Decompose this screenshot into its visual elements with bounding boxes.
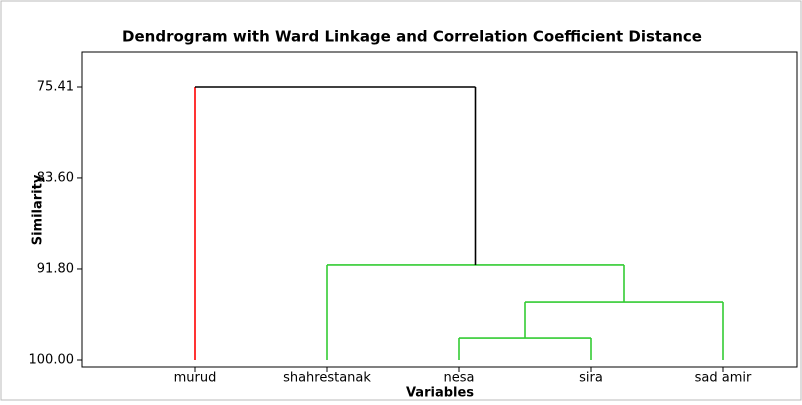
x-tick-label: nesa bbox=[444, 371, 475, 386]
y-axis-title: Similarity bbox=[31, 174, 46, 245]
y-tick-label: 83.60 bbox=[37, 170, 74, 185]
plot-area bbox=[81, 51, 798, 368]
x-axis-title: Variables bbox=[406, 386, 474, 401]
y-tick-label: 100.00 bbox=[29, 353, 75, 368]
x-tick-label: sira bbox=[579, 371, 603, 386]
y-tick-label: 75.41 bbox=[37, 80, 74, 95]
x-tick-label: sad amir bbox=[695, 371, 752, 386]
x-tick-label: shahrestanak bbox=[283, 371, 371, 386]
x-tick-label: murud bbox=[174, 371, 217, 386]
chart-title: Dendrogram with Ward Linkage and Correla… bbox=[122, 28, 702, 46]
y-tick-label: 91.80 bbox=[37, 261, 74, 276]
